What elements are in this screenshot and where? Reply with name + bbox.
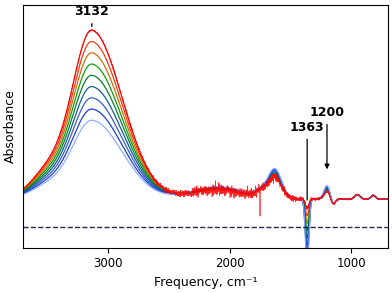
- Text: 1363: 1363: [290, 121, 325, 200]
- Y-axis label: Absorbance: Absorbance: [4, 89, 17, 163]
- Text: 3132: 3132: [74, 5, 109, 26]
- Text: 1200: 1200: [309, 106, 345, 168]
- X-axis label: Frequency, cm⁻¹: Frequency, cm⁻¹: [154, 276, 257, 289]
